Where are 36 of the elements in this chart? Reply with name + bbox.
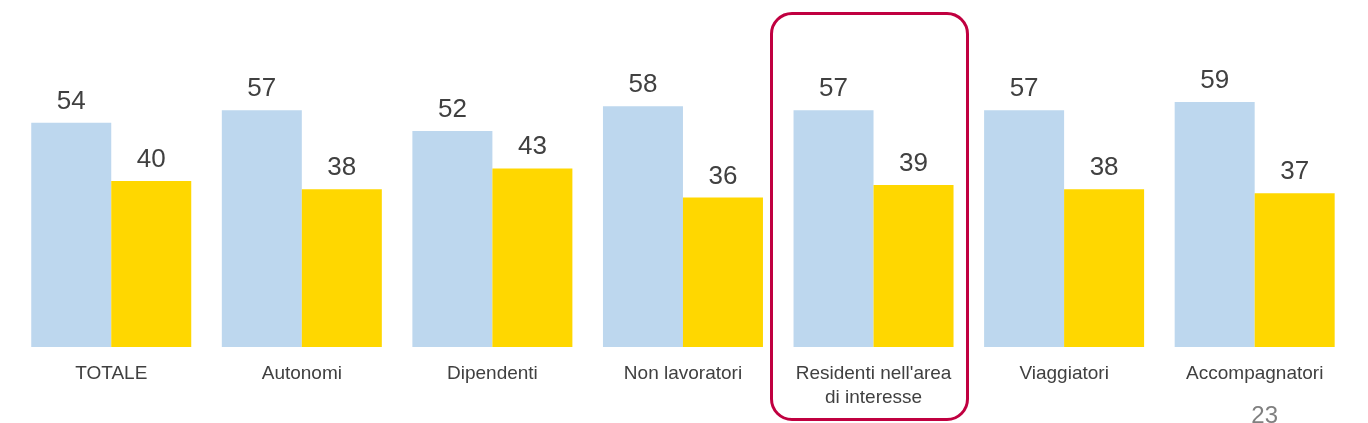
x-tick-label: Accompagnatori (1186, 362, 1324, 383)
bar (1174, 102, 1255, 347)
x-tick-label: Residenti nell'area di interesse (795, 362, 952, 407)
data-label: 40 (136, 142, 166, 173)
data-label: 43 (517, 130, 547, 161)
bar (602, 106, 683, 347)
bar (682, 197, 763, 347)
x-tick-label: Autonomi (261, 362, 342, 383)
data-label: 54 (56, 84, 86, 115)
data-label: 39 (899, 147, 928, 178)
bar (31, 122, 112, 347)
data-label: 57 (247, 72, 277, 103)
bar (492, 168, 573, 347)
bar (301, 189, 382, 347)
data-label: 58 (628, 68, 658, 99)
x-tick-label: Dipendenti (447, 362, 538, 383)
text: 23 (1251, 401, 1278, 423)
data-label: 36 (708, 159, 738, 190)
data-label: 52 (437, 93, 467, 124)
bar (984, 110, 1065, 347)
bar (221, 110, 302, 347)
data-label: 57 (1009, 72, 1039, 103)
bar (873, 185, 954, 347)
data-label: 37 (1280, 155, 1310, 186)
data-label: 38 (1089, 151, 1119, 182)
x-tick-label: Viaggiatori (1019, 362, 1109, 383)
data-label: 57 (819, 72, 848, 103)
bar (111, 180, 192, 347)
x-tick-label: Non lavoratori (623, 362, 743, 383)
bar (412, 131, 493, 347)
data-label: 38 (327, 151, 357, 182)
bar (1064, 189, 1145, 347)
x-tick-label: TOTALE (75, 362, 148, 383)
bar (1254, 193, 1335, 347)
bar (793, 110, 874, 347)
data-label: 59 (1200, 64, 1230, 94)
